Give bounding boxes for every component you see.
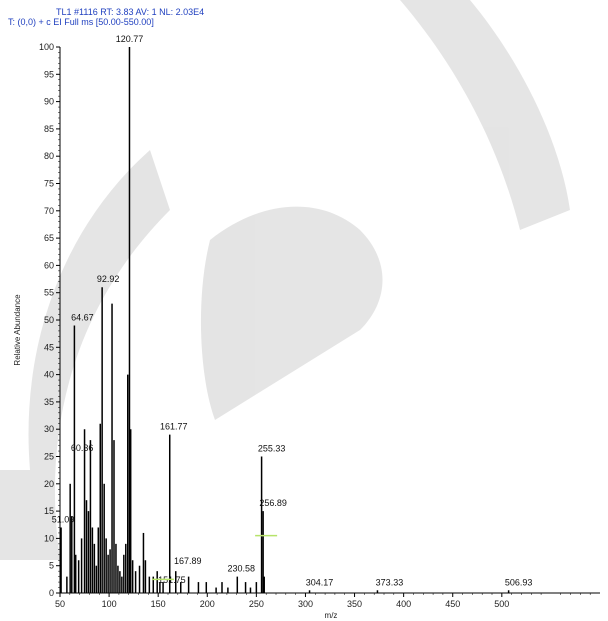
scan-header-line1: TL1 #1116 RT: 3.83 AV: 1 NL: 2.03E4 [56,7,205,17]
peak-label: 120.77 [116,34,144,44]
x-tick-label: 400 [396,599,411,609]
y-tick-label: 95 [44,69,54,79]
y-tick-label: 85 [44,124,54,134]
y-axis-title: Relative Abundance [13,294,22,366]
y-tick-label: 65 [44,233,54,243]
peaks-layer [60,47,510,593]
y-tick-label: 25 [44,452,54,462]
y-tick-label: 30 [44,424,54,434]
y-tick-label: 70 [44,206,54,216]
x-tick-label: 500 [494,599,509,609]
peak-label: 92.92 [97,274,120,284]
x-tick-label: 300 [298,599,313,609]
y-tick-label: 35 [44,397,54,407]
y-tick-label: 100 [39,42,54,52]
y-tick-label: 15 [44,506,54,516]
peak-label: 304.17 [306,577,334,587]
peak-label: 255.33 [258,444,286,454]
x-tick-label: 100 [102,599,117,609]
y-tick-label: 50 [44,315,54,325]
peak-label: 167.89 [174,556,202,566]
y-tick-label: 90 [44,97,54,107]
y-tick-label: 40 [44,370,54,380]
x-tick-label: 150 [151,599,166,609]
y-tick-label: 10 [44,533,54,543]
peak-label: 256.89 [259,498,287,508]
y-tick-label: 75 [44,179,54,189]
x-tick-label: 450 [445,599,460,609]
x-tick-label: 350 [347,599,362,609]
peak-label: 230.58 [228,564,256,574]
scan-header-line2: T: (0,0) + c EI Full ms [50.00-550.00] [8,17,154,27]
y-tick-label: 80 [44,151,54,161]
x-tick-label: 50 [55,599,65,609]
peak-label: 373.33 [376,577,404,587]
peak-label: 51.09 [52,514,75,524]
x-axis-title: m/z [325,611,338,620]
peak-label: 60.36 [71,443,94,453]
x-tick-label: 250 [249,599,264,609]
peak-label: 506.93 [505,577,533,587]
y-tick-label: 0 [49,588,54,598]
peak-labels-layer: 51.0960.3664.6792.92120.77151.75161.7716… [52,34,533,587]
peak-label: 161.77 [160,422,188,432]
y-tick-label: 55 [44,288,54,298]
peak-label: 64.67 [71,312,94,322]
x-tick-label: 200 [200,599,215,609]
axes-layer: 0 5 10 15 20 25 30 35 40 45 50 55 60 65 70 75 80 85 90 95 10… [39,42,600,609]
y-tick-label: 5 [49,561,54,571]
y-tick-label: 45 [44,342,54,352]
y-tick-label: 60 [44,260,54,270]
y-tick-label: 20 [44,479,54,489]
